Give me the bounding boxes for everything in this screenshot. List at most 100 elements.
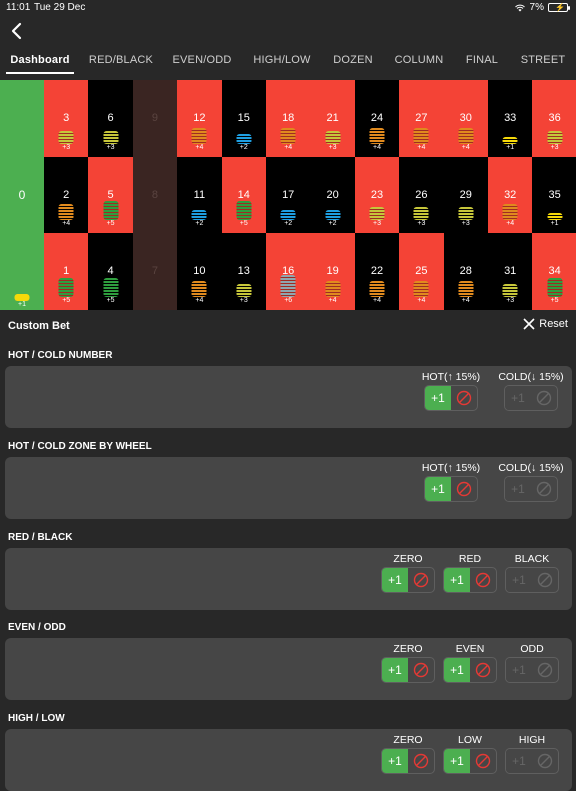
board-cell[interactable]: 14 +5 [221,156,266,234]
plus-one-button[interactable]: +1 [506,568,532,592]
battery-percent: 7% [529,2,544,13]
board-cell[interactable]: 12 +4 [177,80,222,157]
board-cell[interactable]: 21 +3 [310,80,355,157]
chip-stack: +5 [236,201,252,227]
board-cell[interactable]: 29 +3 [443,156,488,234]
board-cell[interactable]: 6 +3 [88,80,133,157]
block-button[interactable] [531,386,557,410]
tab-dashboard[interactable]: Dashboard [0,50,80,74]
plus-one-button[interactable]: +1 [382,658,408,682]
board-cell[interactable]: 19 +4 [310,233,355,310]
bet-toggle: +1 [505,748,559,774]
board-cell[interactable]: 10 +4 [177,233,222,310]
chip-stack: +3 [58,130,74,151]
bet-toggle: +1 [443,567,497,593]
chip-icon [413,127,429,144]
board-cell[interactable]: 32 +4 [488,156,533,234]
cell-number: 35 [548,188,561,201]
chip-count: +1 [18,301,26,308]
cell-zero[interactable]: 0 +1 [0,80,44,310]
chip-stack: +1 [502,136,518,151]
chip-count: +2 [284,220,293,228]
board-cell[interactable]: 22 +4 [354,233,400,310]
block-button[interactable] [532,568,558,592]
plus-one-button[interactable]: +1 [425,386,451,410]
back-chevron-icon[interactable] [6,20,28,42]
chip-count: +2 [195,220,204,228]
board-cell[interactable]: 3 +3 [44,80,89,157]
chip-stack: +4 [58,204,74,227]
board-cell[interactable]: 24 +4 [354,80,400,157]
chip-stack: +4 [280,127,296,151]
board-cell[interactable]: 25 +4 [399,233,444,310]
plus-one-button[interactable]: +1 [382,568,408,592]
custom-bet-title: Custom Bet [8,320,70,332]
tab-column[interactable]: COLUMN [394,54,444,66]
plus-one-button[interactable]: +1 [425,477,451,501]
board-cell[interactable]: 4 +5 [88,233,133,310]
plus-one-button[interactable]: +1 [382,749,408,773]
bet-option-label: RED [458,553,482,565]
board-cell[interactable]: 13 +3 [221,233,266,310]
section-title: HOT / COLD NUMBER [8,350,113,361]
board-cell[interactable]: 27 +4 [399,80,444,157]
board-cell[interactable]: 17 +2 [266,156,311,234]
block-button[interactable] [532,658,558,682]
block-button[interactable] [470,658,496,682]
block-button[interactable] [531,477,557,501]
cell-number: 32 [504,188,517,201]
board-cell[interactable]: 31 +3 [488,233,533,310]
block-button[interactable] [408,658,434,682]
board-cell[interactable]: 20 +2 [310,156,355,234]
chip-count: +5 [62,296,71,304]
roulette-board: 0 +1 3 +3 6 +3 9 12 +4 15 +2 18 +4 21 +3 24 +4 27 +4 30 +4… [0,80,576,310]
plus-one-button[interactable]: +1 [506,658,532,682]
board-cell[interactable]: 11 +2 [177,156,222,234]
chip-icon [191,280,207,297]
tab-dozen[interactable]: DOZEN [333,54,373,66]
board-cell[interactable]: 36 +3 [532,80,576,157]
board-cell[interactable]: 5 +5 [88,156,133,234]
chip-count: +4 [417,143,426,151]
block-button[interactable] [451,477,477,501]
board-cell[interactable]: 2 +4 [44,156,89,234]
board-cell[interactable]: 30 +4 [443,80,488,157]
board-cell[interactable]: 23 +3 [354,156,400,234]
chip-icon [547,130,563,144]
plus-one-button[interactable]: +1 [506,749,532,773]
tab-final[interactable]: FINAL [465,54,499,66]
plus-one-button[interactable]: +1 [444,749,470,773]
board-cell[interactable]: 9 [132,80,178,157]
board-cell[interactable]: 18 +4 [266,80,311,157]
plus-one-button[interactable]: +1 [444,658,470,682]
tab-red-black[interactable]: RED/BLACK [88,54,154,66]
board-cell[interactable]: 34 +5 [532,233,576,310]
tab-high-low[interactable]: HIGH/LOW [253,54,311,66]
chip-stack: +6 [280,274,296,304]
reset-button[interactable]: Reset [523,318,568,330]
board-cell[interactable]: 26 +3 [399,156,444,234]
block-icon [536,481,552,497]
chip-stack: +5 [547,277,563,304]
board-cell[interactable]: 28 +4 [443,233,488,310]
board-cell[interactable]: 15 +2 [221,80,266,157]
tab-even-odd[interactable]: EVEN/ODD [172,54,232,66]
board-cell[interactable]: 33 +1 [488,80,533,157]
board-cell[interactable]: 16 +6 [266,233,311,310]
block-button[interactable] [451,386,477,410]
plus-one-button[interactable]: +1 [505,477,531,501]
cell-number: 30 [459,112,472,124]
status-bar: 11:01 Tue 29 Dec 7% ⚡ [0,0,576,16]
block-button[interactable] [408,568,434,592]
tab-street[interactable]: STREET [520,54,566,66]
block-button[interactable] [532,749,558,773]
cell-number: 13 [237,265,250,278]
block-button[interactable] [470,568,496,592]
board-cell[interactable]: 8 [132,156,178,234]
bet-option-group: COLD(↓ 15%) +1 [491,462,571,502]
plus-one-button[interactable]: +1 [444,568,470,592]
board-cell[interactable]: 7 [132,233,178,310]
board-cell[interactable]: 1 +5 [44,233,89,310]
plus-one-button[interactable]: +1 [505,386,531,410]
board-cell[interactable]: 35 +1 [532,156,576,234]
